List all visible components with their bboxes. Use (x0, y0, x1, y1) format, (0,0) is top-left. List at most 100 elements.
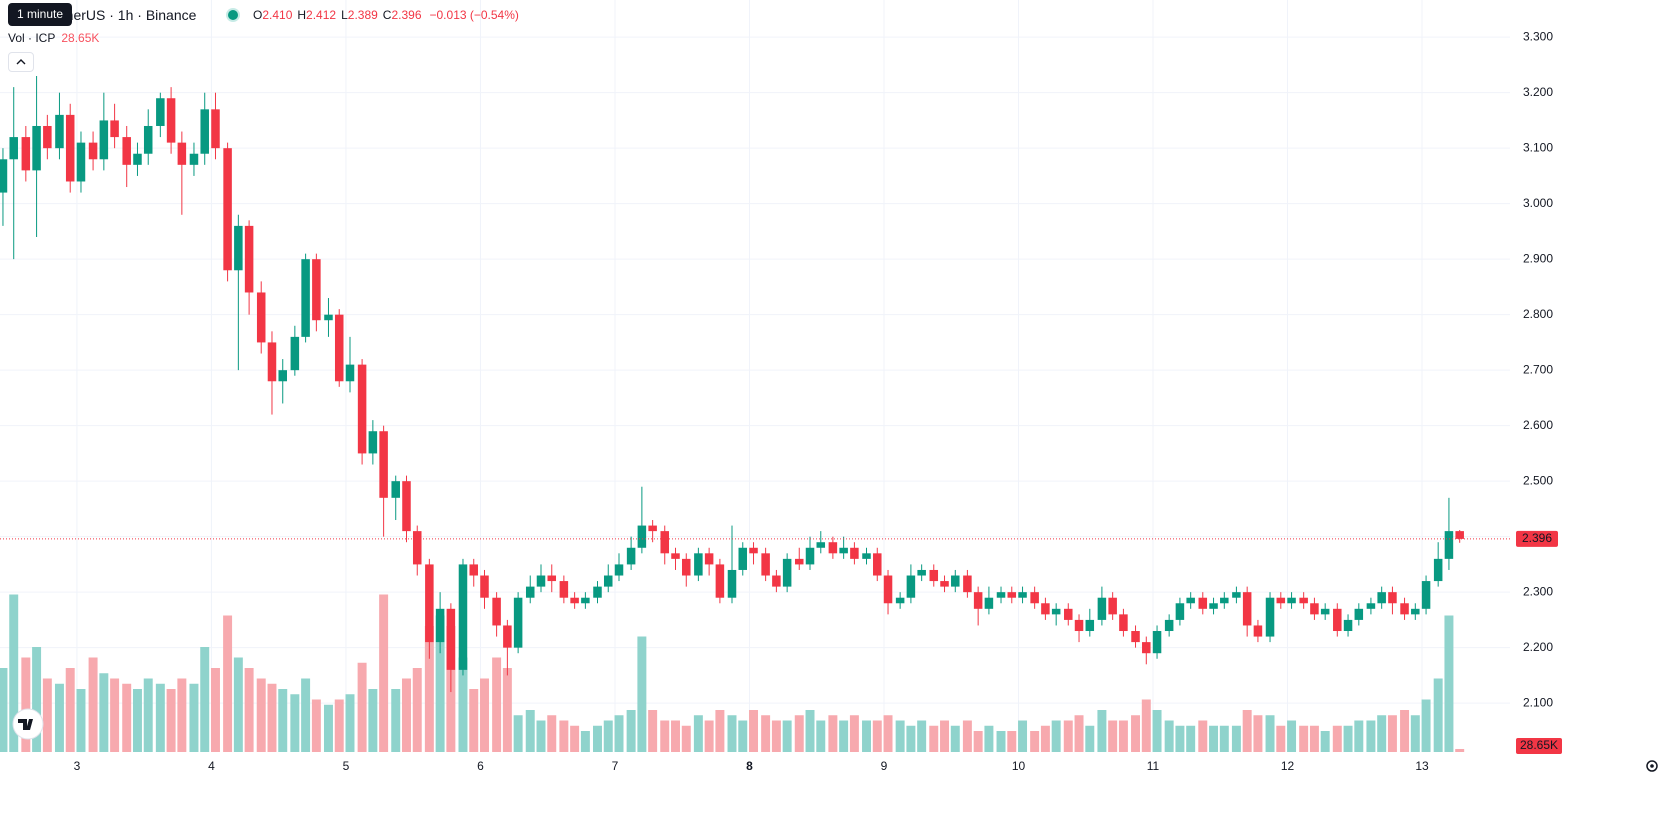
volume-bar (771, 720, 781, 752)
candle-body (65, 114, 75, 182)
volume-bar (1097, 710, 1107, 752)
candle-body (166, 98, 176, 143)
volume-bar (536, 720, 546, 752)
candle-body (513, 597, 523, 648)
x-tick-label: 3 (74, 759, 81, 773)
volume-bar (1276, 725, 1286, 752)
volume-bar (513, 715, 523, 752)
volume-bar (749, 710, 759, 752)
volume-bar (1287, 720, 1297, 752)
x-tick-label: 4 (208, 759, 215, 773)
x-tick-label: 10 (1012, 759, 1026, 773)
candle-body (1064, 608, 1073, 620)
candle-body (1164, 619, 1174, 632)
candle-body (581, 597, 590, 604)
candle-body (883, 575, 893, 604)
volume-bar (929, 725, 939, 752)
volume-bar (334, 699, 344, 752)
volume-bar (1231, 725, 1241, 752)
volume-bar (435, 615, 445, 752)
volume-bar (88, 657, 98, 752)
ohlc-value: 2.389 (347, 8, 378, 22)
volume-bar (782, 720, 792, 752)
volume-bar (492, 657, 502, 752)
y-tick-label: 3.000 (1523, 196, 1553, 210)
volume-bar (1253, 715, 1263, 752)
volume-bar (626, 710, 636, 752)
volume-bar (469, 689, 479, 752)
volume-bar (525, 710, 535, 752)
candle-body (1142, 642, 1151, 654)
volume-bar (32, 647, 42, 752)
candle-body (1242, 592, 1252, 626)
symbol-title[interactable]: etherUS · 1h · Binance (54, 7, 197, 23)
volume-bar (1186, 725, 1196, 752)
volume-bar (1265, 715, 1275, 752)
volume-bar (996, 731, 1006, 752)
volume-bar (1219, 725, 1229, 752)
status-dot (228, 10, 238, 20)
volume-bar (1030, 731, 1040, 752)
volume-tag-label: 28.65K (1520, 738, 1558, 752)
ohlc-key: C (382, 8, 392, 22)
volume-bar (883, 715, 893, 752)
candle-body (21, 137, 31, 171)
volume-bar (1309, 725, 1319, 752)
volume-bar (1209, 725, 1219, 752)
collapse-button[interactable] (8, 52, 34, 72)
x-tick-label: 5 (343, 759, 350, 773)
volume-bar (189, 683, 199, 752)
candle-body (1320, 608, 1330, 615)
volume-bar (233, 657, 243, 752)
candle-body (1041, 603, 1050, 615)
volume-bar (862, 720, 871, 752)
y-tick-label: 3.300 (1523, 29, 1553, 43)
candle-body (122, 137, 131, 165)
logo-mark (18, 719, 33, 730)
candle-body (357, 364, 367, 454)
candle-body (412, 531, 422, 565)
candle-body (391, 481, 400, 498)
candle-body (749, 547, 758, 554)
volume-bar (301, 678, 311, 752)
candle-body (1232, 592, 1241, 598)
volume-bar (256, 678, 266, 752)
candle-body (906, 575, 916, 598)
volume-bar (502, 668, 512, 752)
volume-bar (1354, 720, 1364, 752)
candle-body (345, 364, 355, 382)
x-tick-label: 8 (746, 759, 753, 773)
settings-icon[interactable] (1646, 760, 1658, 772)
candle-body (267, 342, 277, 382)
volume-layer (0, 594, 1465, 752)
candle-body (244, 225, 254, 293)
candle-body (211, 109, 220, 149)
candle-body (1051, 608, 1061, 615)
volume-bar (278, 689, 288, 752)
candle-body (1354, 608, 1364, 620)
candle-body (1444, 531, 1454, 559)
y-tick-label: 2.700 (1523, 362, 1553, 376)
axis-layer: 2.1002.2002.3002.4002.5002.6002.7002.800… (0, 29, 1562, 773)
candle-body (1366, 603, 1376, 609)
ohlc-key: H (297, 8, 307, 22)
volume-bar (1164, 720, 1174, 752)
candle-body (43, 125, 52, 149)
settings-gear[interactable] (1646, 760, 1658, 772)
ohlc-key: O (253, 8, 263, 22)
volume-bar (637, 636, 647, 752)
volume-bar (290, 694, 300, 752)
candle-body (805, 547, 815, 565)
candle-body (1253, 625, 1263, 637)
candle-body (1377, 592, 1386, 604)
y-tick-label: 2.500 (1523, 473, 1553, 487)
y-tick-label: 2.800 (1523, 307, 1553, 321)
candle-body (402, 481, 411, 532)
candle-body (1276, 597, 1286, 604)
candle-body (256, 292, 266, 343)
candle-body (425, 564, 434, 643)
candle-body (1433, 558, 1443, 582)
volume-bar (738, 720, 748, 752)
